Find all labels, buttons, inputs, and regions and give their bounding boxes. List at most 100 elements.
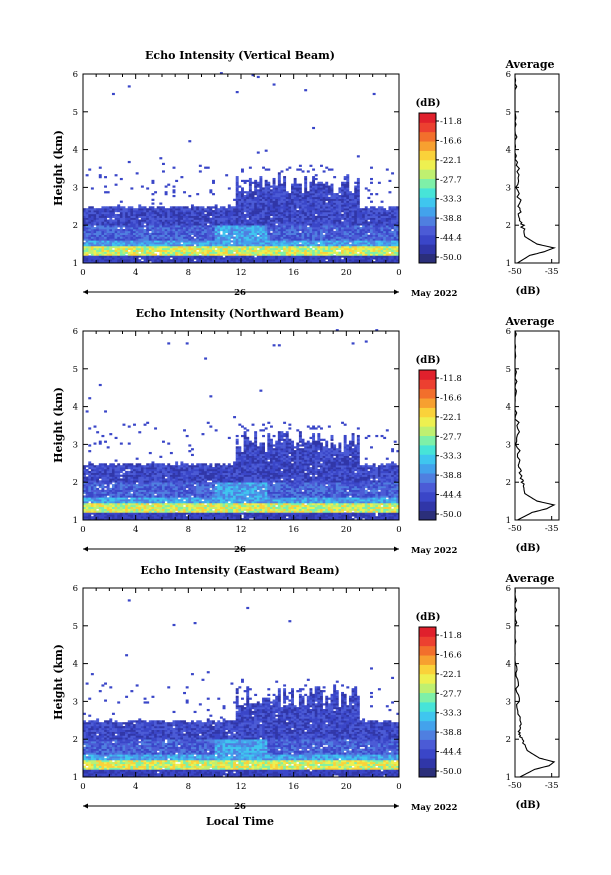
heatmap-cell (106, 191, 110, 194)
heatmap-cell (288, 251, 292, 254)
heatmap-cell (275, 259, 279, 262)
heatmap-cell (101, 210, 105, 213)
heatmap-cell (377, 213, 381, 217)
heatmap-cell (254, 236, 258, 239)
heatmap-cell (188, 228, 192, 232)
heatmap-cell (156, 255, 160, 258)
heatmap-cell (248, 206, 252, 209)
heatmap-cell (93, 489, 97, 492)
heatmap-cell (198, 210, 202, 213)
heatmap-cell (143, 245, 147, 249)
heatmap-cell (388, 228, 392, 232)
heatmap-cell (264, 189, 268, 192)
heatmap-cell (159, 217, 163, 220)
heatmap-cell (233, 247, 237, 251)
heatmap-cell (109, 501, 113, 504)
heatmap-cell (396, 217, 400, 220)
heatmap-cell (83, 211, 86, 215)
colorbar-tick-label: -50.0 (440, 253, 462, 263)
heatmap-cell (267, 213, 271, 217)
heatmap-cell (393, 215, 397, 218)
heatmap-cell (164, 234, 168, 237)
heatmap-cell (377, 228, 381, 232)
heatmap-cell (333, 198, 337, 201)
heatmap-cell (356, 253, 360, 256)
heatmap-cell (196, 259, 200, 262)
heatmap-cell (330, 245, 334, 249)
heatmap-cell (183, 230, 186, 234)
heatmap-cell (283, 230, 287, 234)
heatmap-cell (209, 221, 213, 224)
heatmap-cell (262, 249, 265, 252)
heatmap-cell (309, 198, 313, 201)
heatmap-cell (391, 234, 395, 237)
date-label: May 2022 (411, 289, 458, 299)
heatmap-cell (354, 259, 358, 262)
heatmap-cell (367, 255, 371, 258)
heatmap-cell (96, 480, 100, 483)
heatmap-cell (259, 255, 263, 258)
heatmap-cell (175, 249, 179, 252)
heatmap-cell (377, 215, 381, 218)
heatmap-cell (280, 219, 284, 222)
heatmap-cell (372, 253, 376, 256)
heatmap-cell (293, 257, 297, 260)
heatmap-cell (96, 251, 100, 254)
heatmap-cell (377, 261, 381, 264)
heatmap-cell (101, 516, 105, 519)
heatmap-cell (180, 261, 184, 264)
heatmap-cell (119, 510, 123, 513)
heatmap-cell (341, 204, 344, 207)
heatmap-cell (269, 210, 273, 213)
heatmap-cell (380, 228, 384, 232)
heatmap-cell (133, 472, 136, 475)
heatmap-cell (190, 244, 194, 247)
heatmap-cell (264, 240, 268, 243)
heatmap-cell (335, 217, 339, 220)
heatmap-cell (275, 221, 279, 224)
heatmap-cell (362, 257, 366, 260)
heatmap-cell (285, 193, 289, 196)
heatmap-cell (320, 181, 323, 184)
heatmap-cell (148, 228, 152, 232)
heatmap-cell (117, 255, 121, 258)
heatmap-cell (172, 245, 176, 249)
heatmap-cell (130, 463, 134, 466)
heatmap-cell (296, 213, 300, 217)
heatmap-cell (262, 253, 265, 256)
heatmap-cell (264, 227, 268, 230)
heatmap-cell (348, 249, 352, 252)
heatmap-cell (90, 219, 94, 222)
heatmap-cell (111, 257, 115, 260)
heatmap-cell (351, 234, 355, 237)
heatmap-cell (288, 215, 292, 218)
heatmap-cell (167, 238, 171, 241)
heatmap-cell (133, 518, 136, 521)
heatmap-cell (114, 482, 118, 485)
heatmap-cell (225, 225, 229, 228)
heatmap-cell (272, 208, 276, 211)
heatmap-cell (280, 251, 284, 254)
heatmap-cell (196, 221, 200, 224)
heatmap-cell (251, 200, 255, 203)
heatmap-cell (206, 213, 210, 217)
heatmap-cell (146, 257, 150, 260)
heatmap-cell (314, 255, 318, 258)
heatmap-cell (130, 215, 134, 218)
heatmap-cell (172, 261, 176, 264)
heatmap-cell (338, 219, 342, 222)
heatmap-cell (133, 504, 136, 508)
heatmap-cell (291, 247, 294, 251)
heatmap-cell (119, 208, 123, 211)
heatmap-cell (127, 493, 131, 496)
heatmap-cell (183, 245, 186, 249)
heatmap-cell (269, 191, 273, 194)
heatmap-cell (88, 476, 92, 479)
heatmap-cell (190, 251, 194, 254)
heatmap-cell (90, 480, 94, 483)
heatmap-cell (275, 198, 279, 201)
heatmap-cell (188, 249, 192, 252)
heatmap-cell (198, 225, 202, 228)
heatmap-cell (90, 249, 94, 252)
heatmap-cell (159, 251, 163, 254)
